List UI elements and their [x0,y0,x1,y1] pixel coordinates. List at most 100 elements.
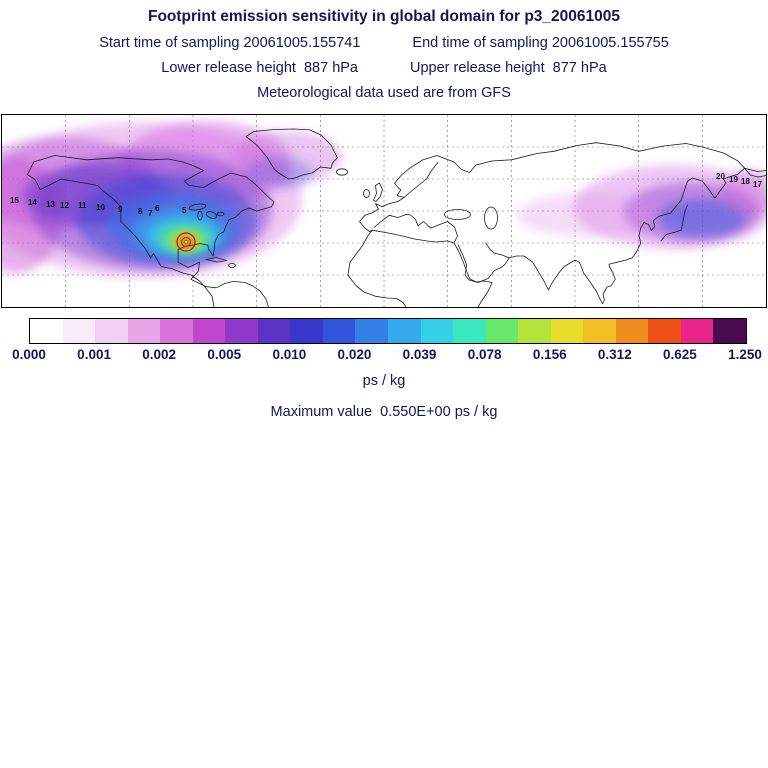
coast-baltic [394,162,439,198]
coast-africa-west [347,229,407,307]
colorbar-tick-label: 0.078 [467,347,502,362]
coast-mediterranean-south [371,229,455,244]
colorbar-segment [225,319,258,343]
release-height-line: Lower release height 887 hPa Upper relea… [0,60,768,76]
coast-mediterranean-north [373,214,458,244]
coast-north-america-east [33,155,275,307]
coastlines [27,128,766,307]
colorbar-tick-label: 0.010 [272,347,307,362]
colorbar-segment [648,319,681,343]
colorbar-segment [420,319,454,343]
map-panel: 15 14 13 12 11 10 9 8 7 6 5 20 19 18 17 [1,114,767,308]
colorbar-tick-label: 0.020 [337,347,372,362]
emission-plume [2,121,766,278]
colorbar-ticks: 0.000 0.001 0.002 0.005 0.010 0.020 0.039 0.078… [0,347,768,365]
trajectory-hour-labels: 15 14 13 12 11 10 9 8 76 5 20 19 18 17 [10,172,762,218]
coast-britain [373,182,383,202]
max-value-label: Maximum value 0.550E+00 ps / kg [270,404,498,420]
colorbar-segment [583,319,616,343]
plume-region [246,157,314,189]
trajectory-hour-label: 11 [78,201,87,210]
lower-release-label: Lower release height 887 hPa [161,60,358,76]
colorbar-tick-label: 0.312 [597,347,632,362]
colorbar-segment [192,319,226,343]
black-sea [444,209,471,220]
lake-ontario [216,211,225,217]
colorbar-segment [355,319,389,343]
coast-eurasia-arctic [394,142,766,184]
source-point [183,239,188,244]
coast-iran-pakistan [508,255,533,263]
colorbar-tick-label: 1.250 [728,347,762,362]
coast-arabia [457,242,510,283]
colorbar-segment [453,319,486,343]
trajectory-hour-label: 13 [46,200,55,209]
colorbar-segment [322,319,356,343]
coast-iceland [336,168,348,176]
trajectory-hour-label: 19 [729,175,738,184]
coast-north-america-west [27,161,215,307]
colorbar-segment [518,319,551,343]
colorbar-segment [550,319,584,343]
colorbar-segment [290,319,323,343]
colorbar-segment [615,319,649,343]
colorbar-segment [257,319,291,343]
colorbar-tick-label: 0.156 [532,347,567,362]
source-marker [176,232,196,252]
colorbar-segment [485,319,519,343]
colorbar-tick-label: 0.625 [663,347,697,362]
lake-superior [188,203,207,211]
trajectory-hour-label: 8 [138,207,143,216]
trajectory-hour-label: 17 [753,180,762,189]
colorbar-segment [95,319,128,343]
page-title: Footprint emission sensitivity in global… [147,8,620,25]
coast-india-east-asia [532,167,745,305]
end-time-label: End time of sampling 20061005.155755 [412,35,669,51]
colorbar-tick-label: 0.000 [12,347,46,362]
start-time-label: Start time of sampling 20061005.155741 [99,35,361,51]
units-label: ps / kg [362,373,406,389]
trajectory-hour-label: 18 [741,177,750,186]
sampling-time-line: Start time of sampling 20061005.155741 E… [0,35,768,51]
trajectory-hour-label: 6 [155,204,160,213]
colorbar-tick-label: 0.001 [77,347,111,362]
met-data-label: Meteorological data used are from GFS [257,85,511,101]
lake-michigan [197,210,203,221]
colorbar-tick-label: 0.005 [207,347,242,362]
colorbar-segment [30,319,63,343]
colorbar-segment [388,319,421,343]
trajectory-hour-label: 12 [60,201,69,210]
upper-release-label: Upper release height 877 hPa [410,60,607,76]
colorbar-segment [713,319,747,343]
caspian-sea [484,206,498,230]
coast-hispaniola [228,263,236,268]
coast-ireland [363,189,370,198]
colorbar-segment [680,319,714,343]
trajectory-hour-label: 15 [10,196,19,205]
colorbar-segment [160,319,193,343]
coast-japan [660,204,688,242]
trajectory-hour-label: 20 [716,172,725,181]
colorbar-tick-label: 0.039 [402,347,437,362]
coast-greenland [245,128,338,180]
trajectory-hour-label: 5 [182,206,187,215]
colorbar-wrap: 0.000 0.001 0.002 0.005 0.010 0.020 0.039 0.078… [0,318,768,366]
trajectory-hour-label: 14 [28,198,37,207]
lake-huron-erie [205,211,218,219]
coast-west-europe [359,197,405,232]
coast-cuba [205,257,228,263]
trajectory-hour-label: 9 [118,205,123,214]
world-map: 15 14 13 12 11 10 9 8 76 5 20 19 18 17 [2,115,766,307]
colorbar-segment [127,319,161,343]
trajectory-hour-label: 7 [148,209,153,218]
colorbar [29,318,747,344]
plume-region [658,199,746,237]
colorbar-tick-label: 0.002 [142,347,177,362]
plume-region [722,169,766,217]
source-contour-ring [181,237,191,247]
coast-bering [744,167,766,178]
trajectory-hour-label: 10 [96,203,105,212]
source-contour-ring [176,232,196,252]
colorbar-segment [62,319,96,343]
